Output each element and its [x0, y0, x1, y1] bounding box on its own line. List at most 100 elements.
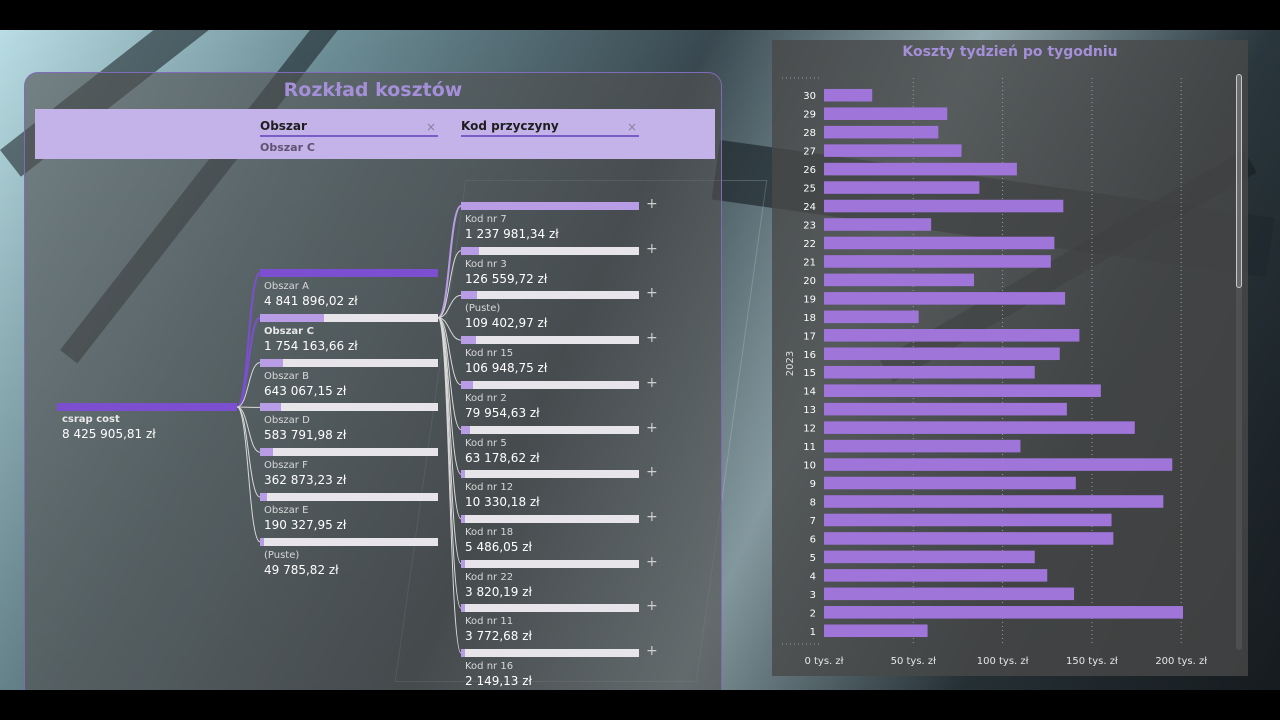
tree-connector [236, 406, 261, 498]
expand-plus-icon[interactable]: + [646, 464, 658, 481]
week-label: 18 [803, 313, 816, 324]
week-label: 7 [810, 516, 816, 527]
level1-node-label: Obszar D [264, 415, 310, 427]
expand-plus-icon[interactable]: + [646, 196, 658, 212]
expand-plus-icon[interactable]: + [646, 419, 658, 436]
week-bar[interactable] [824, 532, 1114, 545]
level1-node-value: 4 841 896,02 zł [264, 294, 358, 308]
week-bar[interactable] [824, 495, 1164, 508]
level2-node-bar[interactable] [461, 246, 639, 255]
tree-connector [236, 406, 261, 453]
week-bar[interactable] [824, 107, 948, 120]
level1-node-value: 190 327,95 zł [264, 518, 347, 532]
expand-plus-icon[interactable]: + [646, 285, 658, 302]
dashboard-canvas: Rozkład kosztów Obszar × Obszar C Kod pr… [0, 30, 1280, 690]
expand-plus-icon[interactable]: + [646, 240, 658, 257]
level1-node-bar[interactable] [260, 493, 438, 501]
week-bar[interactable] [824, 476, 1076, 490]
level2-node-bar[interactable] [461, 649, 639, 657]
level2-node-bar[interactable] [461, 380, 639, 389]
scrollbar-thumb[interactable] [1236, 74, 1242, 288]
week-bar[interactable] [824, 347, 1060, 361]
week-bar[interactable] [824, 513, 1112, 527]
week-bar[interactable] [824, 587, 1075, 601]
level2-node-bar[interactable] [461, 425, 639, 434]
week-bar[interactable] [824, 255, 1051, 268]
expand-plus-icon[interactable]: + [646, 643, 658, 659]
week-bar[interactable] [824, 125, 939, 139]
level1-node-fill [260, 313, 325, 322]
level2-node-bar[interactable] [461, 604, 639, 613]
decomposition-tree-panel: Rozkład kosztów Obszar × Obszar C Kod pr… [24, 72, 722, 690]
week-bar[interactable] [824, 458, 1173, 471]
level2-node-bar[interactable] [461, 202, 639, 210]
expand-plus-icon[interactable]: + [646, 553, 658, 570]
expand-plus-icon[interactable]: + [646, 330, 658, 347]
level2-node-value: 5 486,05 zł [465, 539, 532, 554]
close-icon[interactable]: × [425, 120, 436, 134]
level1-node-bar[interactable] [260, 403, 438, 412]
weekly-costs-panel: Koszty tydzień po tygodniu 0 tys. zł 50 t… [772, 40, 1248, 676]
level2-node-bar[interactable] [461, 291, 639, 300]
level1-node-bar[interactable] [260, 313, 438, 322]
week-bar[interactable] [824, 144, 962, 157]
level1-node-bar[interactable] [260, 358, 438, 367]
week-label: 25 [803, 184, 816, 195]
week-bar[interactable] [824, 310, 919, 324]
tree-connector [437, 317, 462, 565]
week-bar[interactable] [824, 273, 975, 287]
week-label: 26 [803, 165, 816, 176]
week-label: 16 [803, 350, 816, 361]
week-bar[interactable] [824, 199, 1064, 213]
week-bar[interactable] [824, 550, 1035, 564]
week-bar[interactable] [824, 236, 1055, 250]
expand-plus-icon[interactable]: + [646, 374, 658, 391]
level2-node-label: Kod nr 11 [465, 616, 514, 628]
week-label: 13 [803, 405, 816, 416]
week-bar[interactable] [824, 402, 1067, 416]
week-bar[interactable] [824, 569, 1048, 582]
week-bar[interactable] [824, 384, 1101, 397]
week-bar[interactable] [824, 218, 932, 231]
panel-title: Rozkład kosztów [283, 79, 463, 101]
week-label: 3 [810, 590, 816, 601]
week-bar[interactable] [824, 439, 1021, 453]
week-bar[interactable] [824, 88, 873, 102]
week-bar[interactable] [824, 329, 1080, 342]
level2-node-value: 109 402,97 zł [465, 316, 548, 331]
filter-obszar[interactable]: Obszar × [260, 119, 438, 137]
level1-node-bar[interactable] [260, 448, 438, 457]
filter-kod-przyczyny[interactable]: Kod przyczyny × [461, 119, 639, 137]
level2-node-label: Kod nr 7 [465, 214, 507, 225]
level2-node-bar[interactable] [461, 514, 639, 523]
level2-node-label: Kod nr 5 [465, 437, 507, 449]
level2-node-bar[interactable] [461, 470, 639, 479]
tree-connector [236, 316, 261, 408]
week-bar[interactable] [824, 181, 980, 194]
tree-connector [236, 406, 261, 543]
expand-plus-icon[interactable]: + [646, 508, 658, 525]
x-tick-label: 200 tys. zł [1155, 656, 1207, 667]
tree-connector [236, 272, 261, 408]
level2-node-bar[interactable] [461, 559, 639, 568]
week-bar[interactable] [824, 624, 928, 638]
level1-node-label: (Puste) [264, 549, 300, 561]
root-node-fill [57, 403, 237, 411]
week-bar[interactable] [824, 365, 1035, 379]
week-bar[interactable] [824, 421, 1135, 434]
scrollbar-track[interactable] [1236, 74, 1242, 650]
level1-node-bar[interactable] [260, 269, 438, 277]
week-bar[interactable] [824, 162, 1017, 176]
root-node-bar[interactable] [57, 403, 237, 411]
week-bar[interactable] [824, 292, 1066, 305]
level1-node-bar[interactable] [260, 537, 438, 546]
week-bar[interactable] [824, 606, 1183, 619]
week-label: 2 [810, 608, 816, 619]
level2-node-bar[interactable] [461, 336, 639, 345]
x-tick-label: 150 tys. zł [1066, 656, 1118, 667]
expand-plus-icon[interactable]: + [646, 598, 658, 615]
level1-node-label: Obszar C [264, 325, 314, 337]
week-label: 19 [803, 294, 816, 305]
close-icon[interactable]: × [626, 120, 637, 134]
level2-node-label: Kod nr 16 [465, 661, 514, 672]
